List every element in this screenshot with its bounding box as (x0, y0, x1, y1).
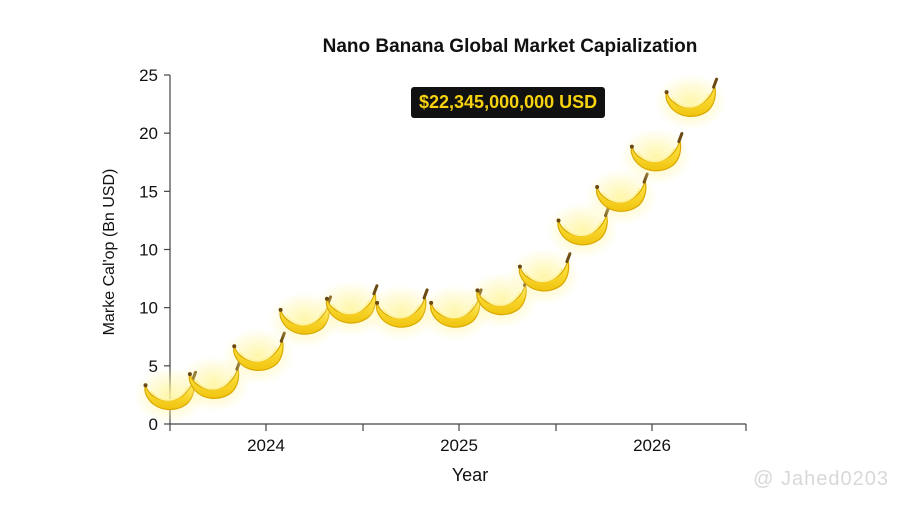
watermark: @ Jahed0203 (753, 468, 889, 490)
banana-icon (507, 248, 580, 305)
x-tick-label: 2024 (247, 436, 285, 455)
x-tick-label: 2026 (633, 436, 671, 455)
y-tick-label: 20 (139, 124, 158, 143)
y-tick-label: 10 (139, 299, 158, 318)
y-axis-label: Marke Cal'op (Bn USD) (101, 168, 118, 336)
market-cap-callout: $22,345,000,000 USD (411, 87, 606, 118)
banana-icon (585, 169, 658, 226)
banana-icon (222, 328, 295, 385)
y-tick-label: 25 (139, 66, 158, 85)
banana-icon (365, 284, 438, 341)
x-axis-label: Year (451, 465, 489, 485)
y-tick-label: 5 (149, 357, 158, 376)
plot-area (133, 74, 727, 424)
y-tick-label: 10 (139, 241, 158, 260)
y-tick-label: 0 (149, 415, 158, 434)
banana-icon (619, 128, 692, 185)
banana-icon (654, 74, 727, 131)
y-tick-label: 15 (139, 182, 158, 201)
chart-title: Nano Banana Global Market Capialization (322, 36, 698, 57)
x-tick-label: 2025 (440, 436, 478, 455)
